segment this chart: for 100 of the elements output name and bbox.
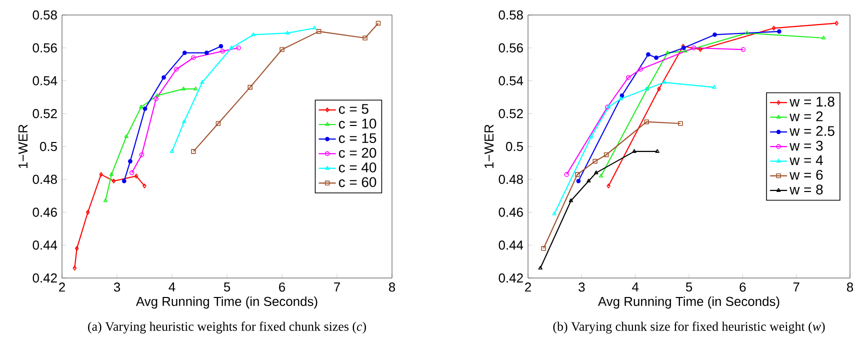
y-tick-label: 0.48 <box>32 174 57 184</box>
legend-label: w = 2 <box>790 111 823 122</box>
text: (a) Varying heuristic weights for fixed chunk sizes (c) <box>88 322 366 334</box>
point <box>586 178 591 182</box>
y-tick-label: 0.44 <box>32 240 58 250</box>
y-tick-label: 0.44 <box>498 240 524 250</box>
y-tick-label: 0.58 <box>498 10 523 20</box>
point <box>200 80 204 84</box>
point <box>592 158 598 164</box>
point <box>122 178 126 184</box>
legend-label: c = 40 <box>338 162 376 172</box>
point <box>618 96 623 100</box>
point <box>604 152 609 158</box>
x-tick-label: 2 <box>59 282 65 292</box>
point <box>134 174 138 178</box>
point <box>772 26 776 31</box>
x-axis-title: Avg Running Time (in Seconds) <box>136 296 318 309</box>
point <box>644 119 650 124</box>
point <box>654 56 658 60</box>
legend-label: c = 10 <box>338 118 376 129</box>
x-axis-title: Avg Running Time (in Seconds) <box>598 296 780 309</box>
point <box>182 119 186 124</box>
y-tick-label: 0.42 <box>498 273 523 283</box>
point <box>744 30 750 34</box>
point <box>691 45 696 50</box>
legend-label: c = 15 <box>338 133 376 144</box>
y-axis-title: 1−WER <box>484 124 494 168</box>
point <box>86 210 90 215</box>
point <box>174 66 179 72</box>
point <box>191 149 196 154</box>
point <box>541 246 546 251</box>
point <box>142 106 148 111</box>
x-tick-label: 5 <box>224 282 230 292</box>
y-tick-label: 0.56 <box>498 43 523 52</box>
y-tick-label: 0.46 <box>32 208 57 217</box>
y-tick-label: 0.52 <box>498 109 523 118</box>
y-tick-label: 0.46 <box>498 208 523 217</box>
point <box>204 50 209 55</box>
point <box>576 178 581 184</box>
point <box>280 47 284 52</box>
point <box>594 170 598 174</box>
legend-label: c = 5 <box>338 104 368 114</box>
x-tick-label: 6 <box>740 282 746 292</box>
point <box>109 172 114 176</box>
point <box>638 66 644 72</box>
legend-label: w = 8 <box>790 184 823 194</box>
y-axis-title: 1−WER <box>18 124 28 168</box>
x-tick-label: 5 <box>686 282 692 292</box>
point <box>139 152 144 158</box>
legend-label: c = 60 <box>338 177 376 188</box>
point <box>632 149 636 153</box>
point <box>191 55 196 60</box>
x-tick-label: 8 <box>388 282 396 292</box>
x-tick-label: 4 <box>168 282 176 292</box>
point <box>139 104 144 108</box>
point <box>285 30 290 34</box>
point <box>662 80 666 84</box>
point <box>74 246 79 251</box>
text: (b) Varying chunk size for fixed heuristic weight (w) <box>553 322 825 334</box>
point <box>574 172 580 177</box>
point <box>712 32 717 37</box>
point <box>665 50 670 54</box>
point <box>182 50 187 55</box>
point <box>251 32 256 36</box>
point <box>124 134 128 138</box>
point <box>218 44 224 48</box>
y-tick-label: 0.5 <box>506 142 523 152</box>
x-tick-label: 4 <box>632 282 639 292</box>
point <box>154 96 158 102</box>
point <box>626 75 631 80</box>
y-tick-label: 0.54 <box>498 76 524 86</box>
point <box>589 134 594 138</box>
point <box>376 20 381 26</box>
y-tick-label: 0.58 <box>32 10 57 20</box>
y-tick-label: 0.52 <box>32 109 57 118</box>
point <box>155 93 160 97</box>
x-tick-label: 8 <box>846 282 854 292</box>
point <box>316 29 322 34</box>
point <box>362 36 368 40</box>
x-tick-label: 7 <box>793 282 800 292</box>
point <box>248 84 252 90</box>
point <box>220 48 225 54</box>
point <box>620 93 624 98</box>
point <box>216 121 221 126</box>
point <box>698 47 702 52</box>
y-tick-label: 0.48 <box>498 174 523 184</box>
y-tick-label: 0.54 <box>32 76 58 86</box>
x-tick-label: 3 <box>114 282 120 292</box>
legend-label: c = 20 <box>338 148 376 158</box>
y-tick-label: 0.42 <box>32 273 57 283</box>
point <box>568 198 574 202</box>
y-tick-label: 0.5 <box>40 142 57 152</box>
point <box>229 45 234 50</box>
point <box>181 86 186 90</box>
point <box>657 86 661 92</box>
legend-label: w = 1.8 <box>790 96 834 107</box>
point <box>776 29 782 34</box>
legend-label: w = 4 <box>790 155 823 165</box>
legend-label: w = 6 <box>790 170 823 180</box>
x-tick-label: 2 <box>525 282 531 292</box>
